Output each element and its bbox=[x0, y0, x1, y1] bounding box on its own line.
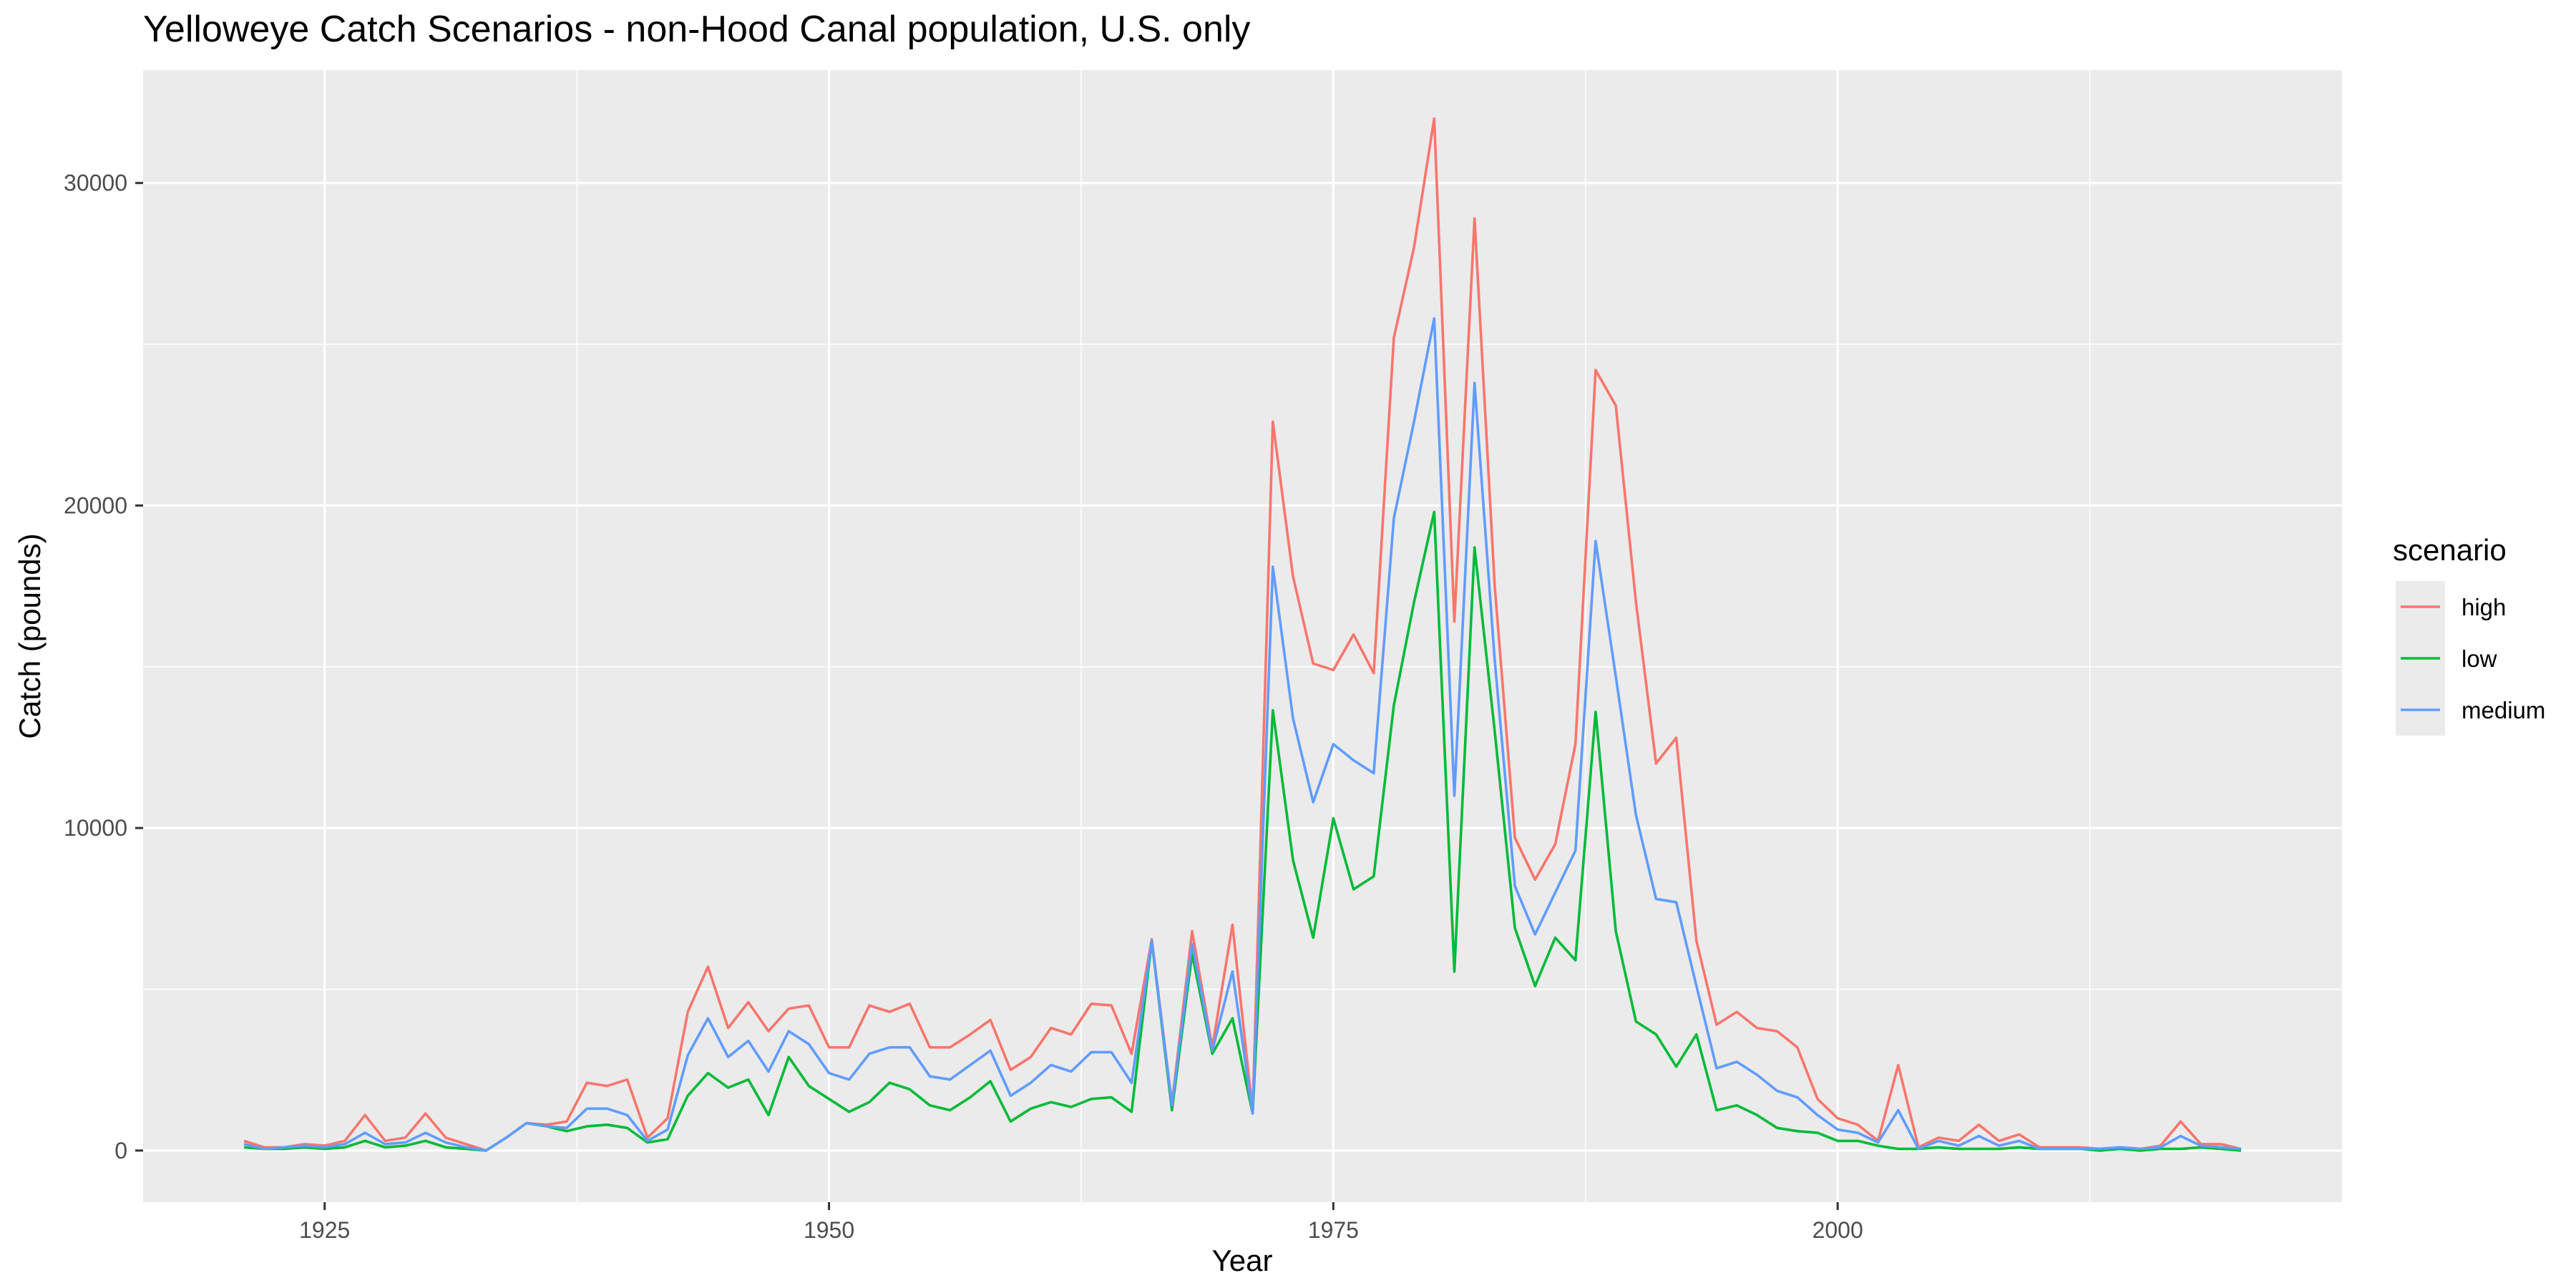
minor-gridlines bbox=[143, 70, 2342, 1202]
legend-title: scenario bbox=[2393, 533, 2507, 567]
x-tick-label: 1950 bbox=[804, 1217, 854, 1243]
x-tick-label: 2000 bbox=[1813, 1217, 1863, 1243]
series-lines bbox=[243, 117, 2242, 1152]
legend-label-medium: medium bbox=[2462, 697, 2545, 723]
plot-panel bbox=[143, 70, 2342, 1202]
chart-title: Yelloweye Catch Scenarios - non-Hood Can… bbox=[143, 9, 1250, 50]
y-axis-ticks: 0 10000 20000 30000 bbox=[64, 170, 143, 1163]
y-tick-label: 0 bbox=[114, 1138, 127, 1163]
legend: scenario high low medium bbox=[2393, 533, 2545, 736]
series-line-low bbox=[243, 510, 2242, 1152]
y-tick-label: 20000 bbox=[64, 492, 127, 518]
legend-label-high: high bbox=[2462, 594, 2506, 620]
y-axis-title: Catch (pounds) bbox=[13, 533, 47, 738]
series-line-medium bbox=[243, 317, 2242, 1152]
major-gridlines bbox=[143, 70, 2342, 1202]
y-tick-label: 30000 bbox=[64, 170, 127, 196]
x-tick-label: 1925 bbox=[299, 1217, 350, 1243]
x-tick-label: 1975 bbox=[1308, 1217, 1359, 1243]
legend-label-low: low bbox=[2462, 645, 2497, 672]
x-axis-ticks: 1925 1950 1975 2000 bbox=[299, 1202, 1863, 1243]
series-line-high bbox=[243, 117, 2242, 1152]
legend-items: high low medium bbox=[2396, 581, 2545, 736]
x-axis-title: Year bbox=[1212, 1244, 1273, 1277]
y-tick-label: 10000 bbox=[64, 815, 127, 841]
